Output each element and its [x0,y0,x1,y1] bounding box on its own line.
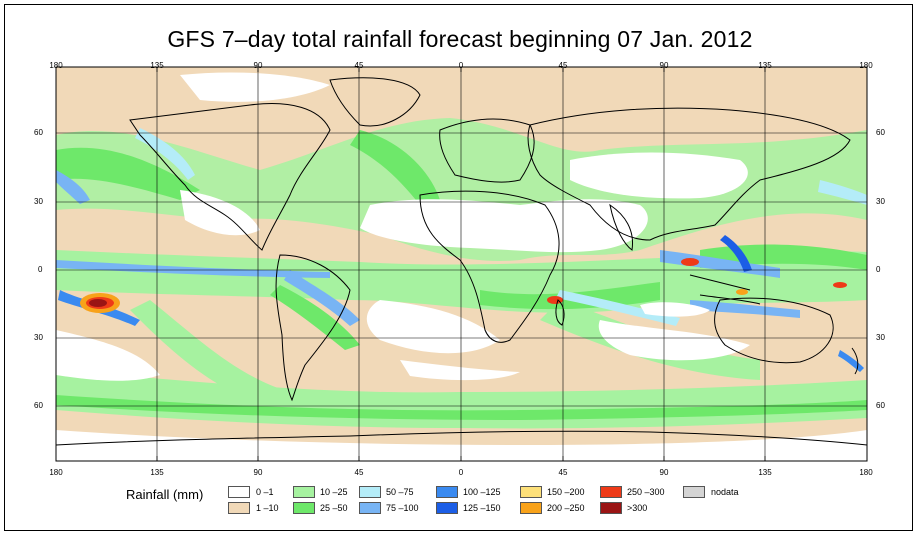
legend-label: 250 –300 [627,487,665,497]
lat-label-left: 60 [34,401,43,410]
legend-label: 75 –100 [386,503,419,513]
lon-label-top: 90 [659,61,669,70]
lon-label-top: 45 [354,61,364,70]
legend-swatch [228,502,250,514]
lat-label-right: 0 [876,265,881,274]
lon-label-bottom: 135 [150,468,164,477]
legend-label: 150 –200 [547,487,585,497]
lat-label-right: 60 [876,401,885,410]
india-outline [609,203,634,251]
legend-swatch [359,502,381,514]
legend-label: 100 –125 [463,487,501,497]
map-border [55,66,868,462]
legend-swatch [228,486,250,498]
south-america-outline [275,254,351,402]
legend-swatch [293,486,315,498]
north-america-outline [129,103,331,251]
legend-swatch [520,486,542,498]
lat-label-right: 30 [876,197,885,206]
europe-outline [439,118,535,183]
legend-swatch [293,502,315,514]
lon-label-bottom: 90 [659,468,669,477]
lat-label-right: 60 [876,128,885,137]
legend-title: Rainfall (mm) [126,487,204,502]
lon-label-top: 135 [758,61,772,70]
greenland-outline [329,77,421,127]
legend-swatch [359,486,381,498]
lon-label-top: 90 [253,61,263,70]
legend-label: 25 –50 [320,503,348,513]
antarctica-outline [56,430,867,446]
lat-label-right: 30 [876,333,885,342]
graticule [56,67,867,461]
lat-label-left: 30 [34,333,43,342]
legend-label: >300 [627,503,648,513]
lon-label-bottom: 90 [253,468,263,477]
map-title: GFS 7–day total rainfall forecast beginn… [167,26,753,52]
lon-label-top: 45 [558,61,568,70]
lon-label-bottom: 180 [859,468,873,477]
lon-label-top: 180 [49,61,63,70]
legend-swatch [436,486,458,498]
lon-label-bottom: 45 [354,468,364,477]
legend-swatch [600,502,622,514]
legend-label: 125 –150 [463,503,501,513]
lon-label-top: 180 [859,61,873,70]
legend-swatch [520,502,542,514]
figure-frame [4,4,913,531]
legend-label: 0 –1 [256,487,274,497]
australia-outline [714,297,834,364]
lon-label-bottom: 180 [49,468,63,477]
lat-label-left: 30 [34,197,43,206]
lon-label-bottom: 45 [558,468,568,477]
lat-label-left: 0 [38,265,43,274]
asia-outline [527,107,851,241]
lon-label-top: 0 [458,61,464,70]
madagascar-outline [555,299,565,326]
legend-swatch [436,502,458,514]
lon-label-bottom: 0 [458,468,464,477]
legend-label: 200 –250 [547,503,585,513]
legend-swatch [600,486,622,498]
land-outlines [56,77,867,446]
tick-marks [55,67,868,461]
lat-label-left: 60 [34,128,43,137]
legend-label: 10 –25 [320,487,348,497]
legend-label: 1 –10 [256,503,279,513]
legend-label: nodata [711,487,739,497]
lon-label-bottom: 135 [758,468,772,477]
africa-outline [419,190,560,343]
rain-zone-extreme [80,258,847,313]
new-zealand-outline [851,347,859,375]
legend-label: 50 –75 [386,487,414,497]
lon-label-top: 135 [150,61,164,70]
rain-zone-dry [56,72,867,461]
legend-swatch [683,486,705,498]
